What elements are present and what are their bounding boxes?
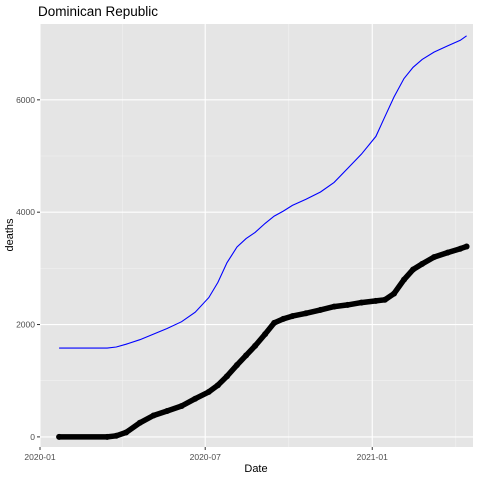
chart-title: Dominican Republic xyxy=(38,4,158,19)
series-layer xyxy=(56,35,470,440)
x-tick-label: 2020-01 xyxy=(24,452,55,462)
series-1-point xyxy=(205,388,212,395)
series-1-point xyxy=(214,382,221,389)
series-1-point xyxy=(381,296,388,303)
x-tick-label: 2020-07 xyxy=(190,452,221,462)
series-1-point xyxy=(391,290,397,297)
y-axis-title: deaths xyxy=(4,218,16,252)
series-1-point xyxy=(113,432,120,439)
series-1-point xyxy=(457,245,464,252)
series-1-point xyxy=(56,433,63,440)
series-1-point xyxy=(331,303,338,310)
plot-panel xyxy=(40,24,473,447)
x-axis-title: Date xyxy=(244,463,267,475)
series-1-point xyxy=(123,429,130,436)
series-1-point xyxy=(372,297,379,304)
series-1-point xyxy=(280,315,287,322)
series-0-line xyxy=(59,35,467,349)
grid-minor xyxy=(40,24,473,447)
series-1-point xyxy=(317,306,324,313)
series-1-point xyxy=(136,419,143,426)
series-1-point xyxy=(164,408,171,414)
x-tick-label: 2021-01 xyxy=(357,452,388,462)
series-1-point xyxy=(192,395,199,402)
series-1-point xyxy=(178,403,185,409)
series-1-point xyxy=(344,301,351,308)
series-1-point xyxy=(444,249,451,256)
series-1-point xyxy=(150,412,157,419)
series-1-point xyxy=(234,362,240,368)
axis-ticks: 0 2000 4000 6000 2020-01 2020-07 2021-01 xyxy=(16,95,388,462)
series-1-point xyxy=(358,299,365,306)
series-1-point xyxy=(271,319,278,326)
y-tick-label: 0 xyxy=(30,432,35,442)
y-tick-label: 6000 xyxy=(16,95,35,105)
series-1-point xyxy=(419,260,426,267)
series-1-point xyxy=(401,276,407,283)
y-tick-label: 2000 xyxy=(16,320,35,330)
series-1-points-trace xyxy=(56,243,470,440)
series-1-point xyxy=(252,342,259,349)
y-tick-label: 4000 xyxy=(16,207,35,217)
series-1-point xyxy=(104,433,111,440)
series-1-point xyxy=(303,310,309,317)
series-1-point xyxy=(289,313,296,320)
series-1-point xyxy=(431,254,437,261)
series-1-point xyxy=(224,373,230,380)
series-1-point xyxy=(262,331,269,338)
series-1-point xyxy=(463,243,470,250)
series-1-point xyxy=(410,266,417,273)
series-1-point xyxy=(243,352,250,359)
